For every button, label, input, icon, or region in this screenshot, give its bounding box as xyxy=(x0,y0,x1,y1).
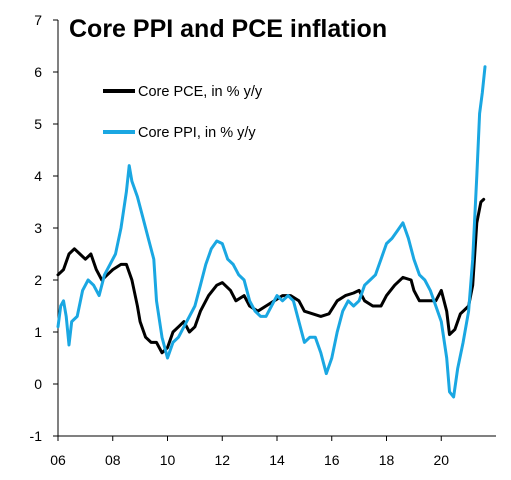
x-tick-label: 18 xyxy=(379,452,395,468)
y-tick-label: 4 xyxy=(34,168,42,184)
y-tick-label: -1 xyxy=(30,428,43,444)
y-tick-label: 5 xyxy=(34,116,42,132)
series-line-core-pce xyxy=(56,197,486,355)
x-tick-label: 06 xyxy=(50,452,66,468)
legend: Core PCE, in % y/y Core PPI, in % y/y xyxy=(103,84,263,141)
chart-title: Core PPI and PCE inflation xyxy=(69,15,387,43)
x-tick-label: 14 xyxy=(269,452,285,468)
x-tick-label: 12 xyxy=(214,452,230,468)
legend-label-core-ppi: Core PPI, in % y/y xyxy=(138,125,256,141)
x-tick-label: 10 xyxy=(160,452,176,468)
x-tick-label: 20 xyxy=(433,452,449,468)
y-tick-label: 2 xyxy=(34,272,42,288)
y-tick-label: 6 xyxy=(34,64,42,80)
x-tick-label: 16 xyxy=(324,452,340,468)
y-tick-label: 1 xyxy=(34,324,42,340)
y-tick-label: 0 xyxy=(34,376,42,392)
x-tick-label: 08 xyxy=(105,452,121,468)
legend-label-core-pce: Core PCE, in % y/y xyxy=(138,84,263,100)
series-lines xyxy=(56,65,487,399)
series-line-core-ppi xyxy=(56,65,487,399)
y-tick-label: 7 xyxy=(34,12,42,28)
y-tick-label: 3 xyxy=(34,220,42,236)
